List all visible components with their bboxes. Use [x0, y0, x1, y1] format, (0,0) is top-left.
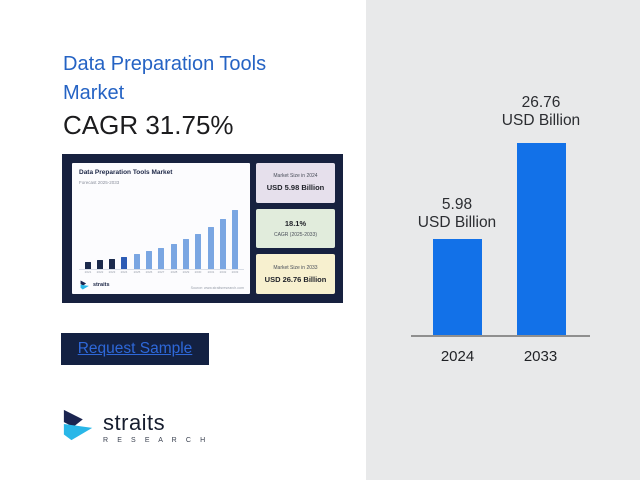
- straits-logo-mark: [63, 409, 93, 441]
- mini-x-label: 2024: [121, 271, 128, 274]
- thumb-card-market-size-2024: Market Size in 2024 USD 5.98 Billion: [256, 163, 335, 203]
- mini-bar-column: 2024: [119, 257, 130, 277]
- mini-x-label: 2029: [182, 271, 190, 274]
- mini-x-label: 2026: [145, 271, 153, 274]
- mini-x-label: 2025: [133, 271, 141, 274]
- mini-bar: [170, 244, 177, 270]
- straits-research-logo: straits R E S E A R C H: [62, 406, 209, 444]
- card-value: 18.1%: [284, 219, 307, 228]
- straits-logo-mark-mini: [80, 280, 89, 290]
- mini-bar: [158, 248, 165, 270]
- page-title: Data Preparation Tools Market: [63, 53, 267, 104]
- mini-bar-column: 2028: [168, 244, 179, 277]
- mini-bar-column: 2023: [107, 259, 118, 277]
- bar-value-2024: 5.98: [441, 196, 473, 213]
- card-value: USD 5.98 Billion: [266, 183, 325, 193]
- bar-unit-2033: USD Billion: [501, 112, 581, 129]
- mini-bar: [109, 259, 116, 270]
- bar-value-2033: 26.76: [521, 94, 561, 111]
- mini-bar: [146, 251, 153, 270]
- thumbnail-source-note: Source: www.straitsresearch.com: [190, 286, 244, 290]
- report-thumbnail[interactable]: Data Preparation Tools Market Forecast 2…: [62, 154, 343, 303]
- thumbnail-straits-logo: straits: [79, 280, 110, 290]
- x-axis-label-2033: 2033: [523, 348, 558, 365]
- mini-bar: [84, 262, 91, 270]
- mini-bar-column: 2022: [94, 260, 105, 277]
- mini-bar-column: 2032: [218, 219, 229, 277]
- mini-x-label: 2030: [195, 271, 202, 274]
- thumbnail-chart-area: Data Preparation Tools Market Forecast 2…: [72, 163, 250, 294]
- mini-bar: [232, 210, 239, 270]
- mini-x-label: 2028: [170, 271, 178, 274]
- card-label: Market Size in 2033: [273, 264, 318, 271]
- mini-axis-line: [79, 269, 244, 270]
- card-label: Market Size in 2024: [273, 173, 318, 180]
- mini-x-label: 2022: [96, 271, 104, 274]
- mini-bar: [183, 239, 190, 270]
- mini-x-label: 2023: [108, 271, 116, 274]
- card-label: CAGR (2025-2033): [273, 232, 318, 238]
- mini-bar-column: 2021: [82, 262, 93, 277]
- cagr-headline: CAGR 31.75%: [63, 110, 234, 140]
- mini-x-label: 2031: [207, 271, 215, 274]
- mini-bar-column: 2026: [144, 251, 155, 277]
- mini-x-label: 2033: [232, 271, 239, 274]
- mini-bar: [207, 227, 214, 270]
- x-axis-label-2024: 2024: [440, 348, 475, 365]
- right-panel-background: [366, 0, 640, 480]
- thumb-card-cagr: 18.1% CAGR (2025-2033): [256, 208, 335, 249]
- mini-bar-column: 2027: [156, 248, 167, 277]
- thumbnail-logo-word: straits: [93, 282, 110, 288]
- mini-x-label: 2027: [158, 271, 165, 274]
- main-bar-chart: [411, 80, 590, 337]
- mini-x-label: 2032: [219, 271, 227, 274]
- mini-x-label: 2021: [84, 271, 91, 274]
- mini-bar-column: 2030: [193, 234, 204, 277]
- mini-bar-column: 2025: [131, 254, 142, 277]
- request-sample-link[interactable]: Request Sample: [77, 340, 193, 357]
- thumbnail-stat-cards: Market Size in 2024 USD 5.98 Billion 18.…: [256, 163, 335, 295]
- main-bar-2033: [517, 143, 566, 335]
- mini-bar-column: 2033: [230, 210, 241, 277]
- main-bar-2024: [433, 239, 482, 335]
- bar-unit-2024: USD Billion: [417, 214, 497, 231]
- brand-text: straits R E S E A R C H: [103, 406, 209, 445]
- mini-bar: [121, 257, 128, 270]
- request-sample-button[interactable]: Request Sample: [61, 333, 209, 365]
- card-value: USD 26.76 Billion: [264, 274, 327, 284]
- thumbnail-chart-subtitle: Forecast 2025-2033: [79, 180, 120, 185]
- thumbnail-footer: straits Source: www.straitsresearch.com: [79, 280, 244, 290]
- brand-word: straits: [103, 410, 166, 435]
- mini-bars: 2021 2022 2023 2024 2025 2026 2027 2028 2029 2030…: [79, 205, 244, 277]
- mini-bar: [96, 260, 103, 270]
- thumb-card-market-size-2033: Market Size in 2033 USD 26.76 Billion: [256, 254, 335, 295]
- brand-subword: R E S E A R C H: [103, 437, 209, 444]
- mini-bar: [195, 234, 202, 270]
- mini-bar-column: 2031: [205, 227, 216, 277]
- bar-value-label-2024: 5.98 USD Billion: [387, 196, 527, 232]
- mini-bar-column: 2029: [181, 239, 192, 277]
- thumbnail-chart-title: Data Preparation Tools Market: [79, 169, 173, 176]
- mini-bar: [133, 254, 140, 270]
- mini-bar: [220, 219, 227, 270]
- bar-value-label-2033: 26.76 USD Billion: [471, 94, 611, 130]
